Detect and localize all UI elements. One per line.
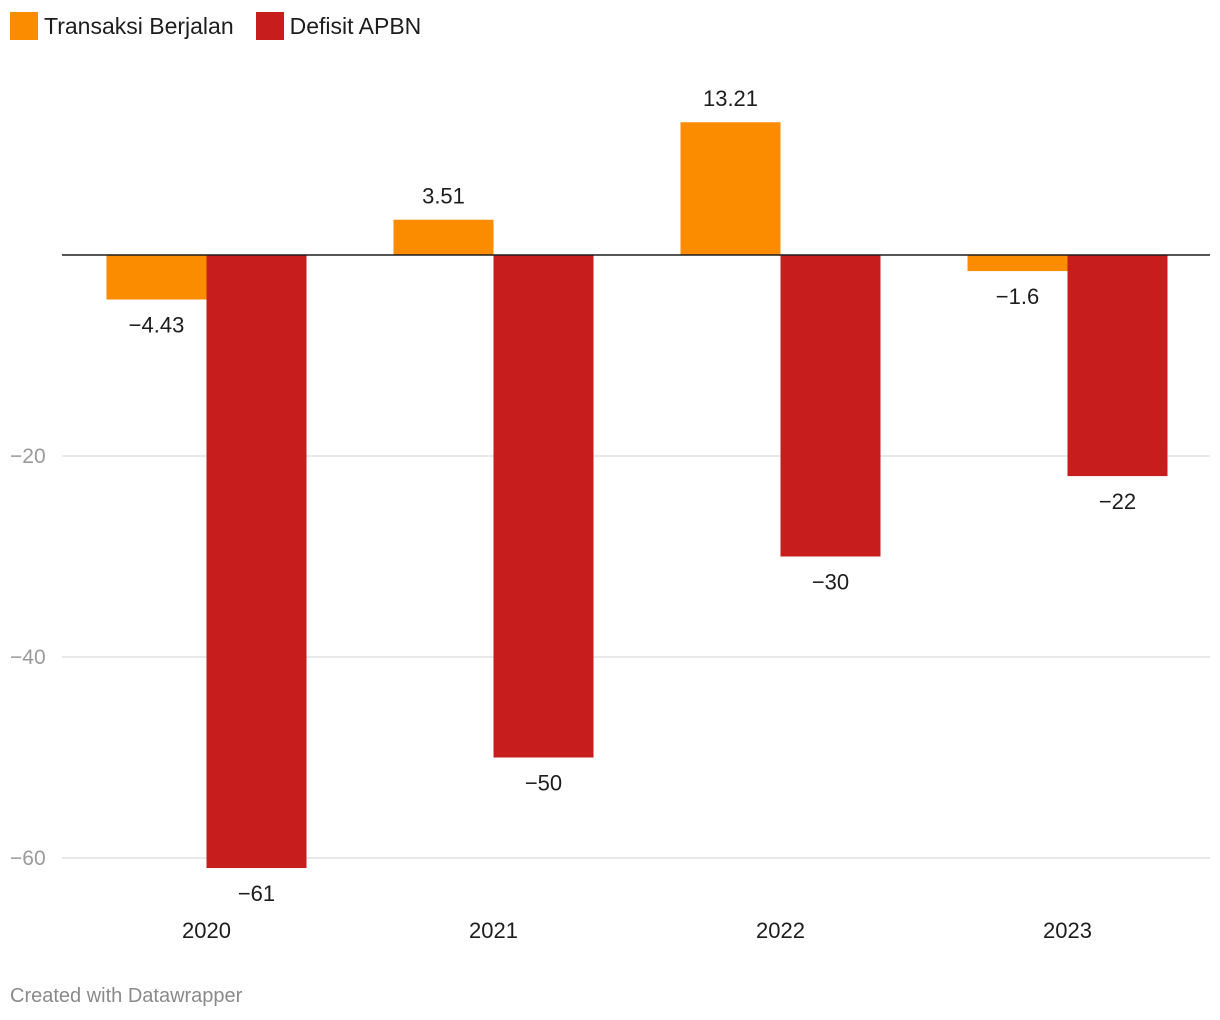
x-tick-label: 2022: [756, 918, 805, 943]
data-label: 3.51: [422, 184, 465, 209]
bar-transaksi-berjalan-2021: [393, 219, 494, 255]
legend: Transaksi Berjalan Defisit APBN: [10, 12, 421, 40]
legend-label-transaksi-berjalan: Transaksi Berjalan: [44, 12, 234, 39]
legend-label-defisit-apbn: Defisit APBN: [289, 12, 422, 39]
footer-credit: Created with Datawrapper: [10, 985, 243, 1007]
x-tick-label: 2023: [1043, 918, 1092, 943]
data-label: −50: [525, 771, 562, 796]
y-tick-label: −40: [10, 646, 46, 669]
x-tick-label: 2021: [469, 918, 518, 943]
data-label: −4.43: [129, 313, 185, 338]
y-tick-label: −20: [10, 445, 46, 468]
data-label: −1.6: [996, 284, 1039, 309]
bar-transaksi-berjalan-2023: [967, 255, 1068, 272]
bar-transaksi-berjalan-2022: [680, 122, 781, 255]
bar-transaksi-berjalan-2020: [106, 255, 207, 300]
legend-swatch-defisit-apbn: [255, 12, 284, 40]
data-label: −22: [1099, 489, 1136, 514]
data-label: −61: [238, 881, 275, 906]
x-tick-label: 2020: [182, 918, 231, 943]
data-label: 13.21: [703, 86, 758, 111]
bar-defisit-apbn-2022: [780, 255, 881, 557]
legend-item-transaksi-berjalan: Transaksi Berjalan: [10, 12, 234, 40]
bar-defisit-apbn-2020: [206, 255, 307, 869]
legend-swatch-transaksi-berjalan: [10, 12, 38, 40]
y-tick-label: −60: [10, 847, 46, 870]
bar-defisit-apbn-2021: [493, 255, 594, 758]
legend-item-defisit-apbn: Defisit APBN: [255, 12, 422, 40]
bar-defisit-apbn-2023: [1067, 255, 1168, 477]
data-label: −30: [812, 570, 849, 595]
